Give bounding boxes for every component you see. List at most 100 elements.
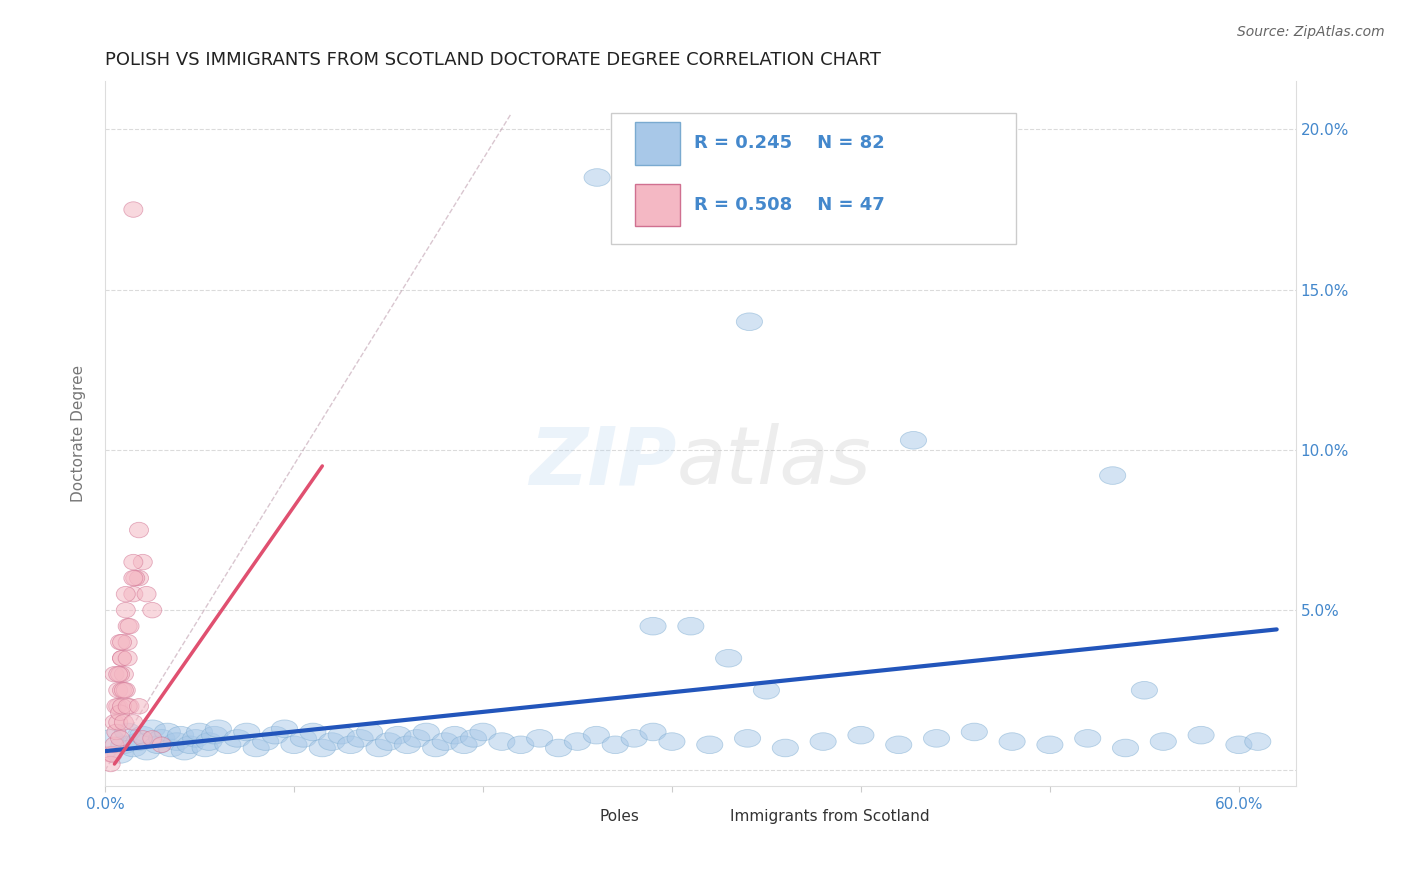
Ellipse shape (105, 714, 124, 731)
Ellipse shape (187, 723, 212, 740)
Ellipse shape (124, 554, 143, 570)
Ellipse shape (621, 730, 647, 747)
Ellipse shape (527, 730, 553, 747)
Ellipse shape (143, 602, 162, 618)
Ellipse shape (152, 737, 172, 753)
Text: R = 0.245    N = 82: R = 0.245 N = 82 (695, 135, 886, 153)
Ellipse shape (105, 666, 124, 682)
Ellipse shape (111, 736, 136, 754)
Ellipse shape (124, 714, 143, 731)
Ellipse shape (583, 726, 609, 744)
Ellipse shape (1074, 730, 1101, 747)
Ellipse shape (281, 736, 307, 754)
Ellipse shape (177, 736, 202, 754)
Ellipse shape (111, 731, 129, 746)
Ellipse shape (385, 726, 411, 744)
Ellipse shape (413, 723, 439, 740)
Ellipse shape (111, 634, 129, 650)
Ellipse shape (299, 723, 326, 740)
Ellipse shape (112, 634, 132, 650)
Ellipse shape (118, 634, 138, 650)
Ellipse shape (375, 732, 402, 750)
Ellipse shape (129, 698, 149, 714)
Ellipse shape (111, 666, 129, 682)
Ellipse shape (1112, 739, 1139, 756)
Text: Source: ZipAtlas.com: Source: ZipAtlas.com (1237, 25, 1385, 39)
Ellipse shape (118, 618, 138, 634)
Ellipse shape (103, 747, 122, 762)
Ellipse shape (172, 742, 197, 760)
Text: Poles: Poles (599, 809, 638, 824)
Ellipse shape (224, 730, 250, 747)
Ellipse shape (253, 732, 278, 750)
Ellipse shape (696, 736, 723, 754)
Ellipse shape (124, 570, 143, 586)
Ellipse shape (508, 736, 534, 754)
Text: ZIP: ZIP (529, 423, 676, 501)
Ellipse shape (1226, 736, 1251, 754)
Ellipse shape (107, 698, 127, 714)
Ellipse shape (193, 739, 218, 756)
Ellipse shape (640, 723, 666, 740)
Ellipse shape (114, 682, 134, 698)
Ellipse shape (112, 650, 132, 666)
Ellipse shape (201, 726, 228, 744)
Ellipse shape (134, 731, 152, 746)
Y-axis label: Doctorate Degree: Doctorate Degree (72, 366, 86, 502)
Ellipse shape (678, 617, 704, 635)
Ellipse shape (659, 732, 685, 750)
Ellipse shape (233, 723, 260, 740)
FancyBboxPatch shape (634, 122, 681, 164)
Text: atlas: atlas (676, 423, 872, 501)
Ellipse shape (470, 723, 496, 740)
Ellipse shape (716, 649, 742, 667)
Ellipse shape (111, 705, 129, 721)
Ellipse shape (97, 730, 124, 747)
Ellipse shape (163, 732, 190, 750)
Ellipse shape (640, 617, 666, 635)
Ellipse shape (337, 736, 364, 754)
Ellipse shape (139, 720, 166, 738)
Ellipse shape (134, 554, 152, 570)
Ellipse shape (460, 730, 486, 747)
FancyBboxPatch shape (612, 113, 1015, 244)
Ellipse shape (101, 756, 120, 772)
Ellipse shape (101, 747, 120, 762)
Ellipse shape (114, 723, 141, 740)
Text: Immigrants from Scotland: Immigrants from Scotland (730, 809, 929, 824)
Ellipse shape (271, 720, 298, 738)
Ellipse shape (366, 739, 392, 756)
Ellipse shape (583, 169, 610, 186)
Ellipse shape (432, 732, 458, 750)
Ellipse shape (1099, 467, 1126, 484)
Ellipse shape (772, 739, 799, 756)
Ellipse shape (205, 720, 232, 738)
Ellipse shape (124, 586, 143, 602)
Ellipse shape (120, 698, 139, 714)
Ellipse shape (602, 736, 628, 754)
Text: R = 0.508    N = 47: R = 0.508 N = 47 (695, 195, 886, 214)
Ellipse shape (546, 739, 572, 756)
Ellipse shape (155, 723, 180, 740)
Ellipse shape (347, 730, 373, 747)
Ellipse shape (121, 739, 146, 756)
Ellipse shape (215, 736, 240, 754)
Ellipse shape (734, 730, 761, 747)
Ellipse shape (108, 714, 128, 731)
Ellipse shape (810, 732, 837, 750)
Ellipse shape (423, 739, 449, 756)
FancyBboxPatch shape (634, 184, 681, 226)
Ellipse shape (394, 736, 420, 754)
Ellipse shape (120, 618, 139, 634)
Ellipse shape (127, 732, 152, 750)
Ellipse shape (112, 650, 132, 666)
Ellipse shape (157, 739, 184, 756)
Ellipse shape (441, 726, 468, 744)
Ellipse shape (108, 698, 128, 714)
Ellipse shape (114, 666, 134, 682)
Ellipse shape (290, 730, 316, 747)
Ellipse shape (118, 698, 138, 714)
Ellipse shape (129, 523, 149, 538)
Ellipse shape (107, 746, 134, 764)
Ellipse shape (754, 681, 779, 699)
